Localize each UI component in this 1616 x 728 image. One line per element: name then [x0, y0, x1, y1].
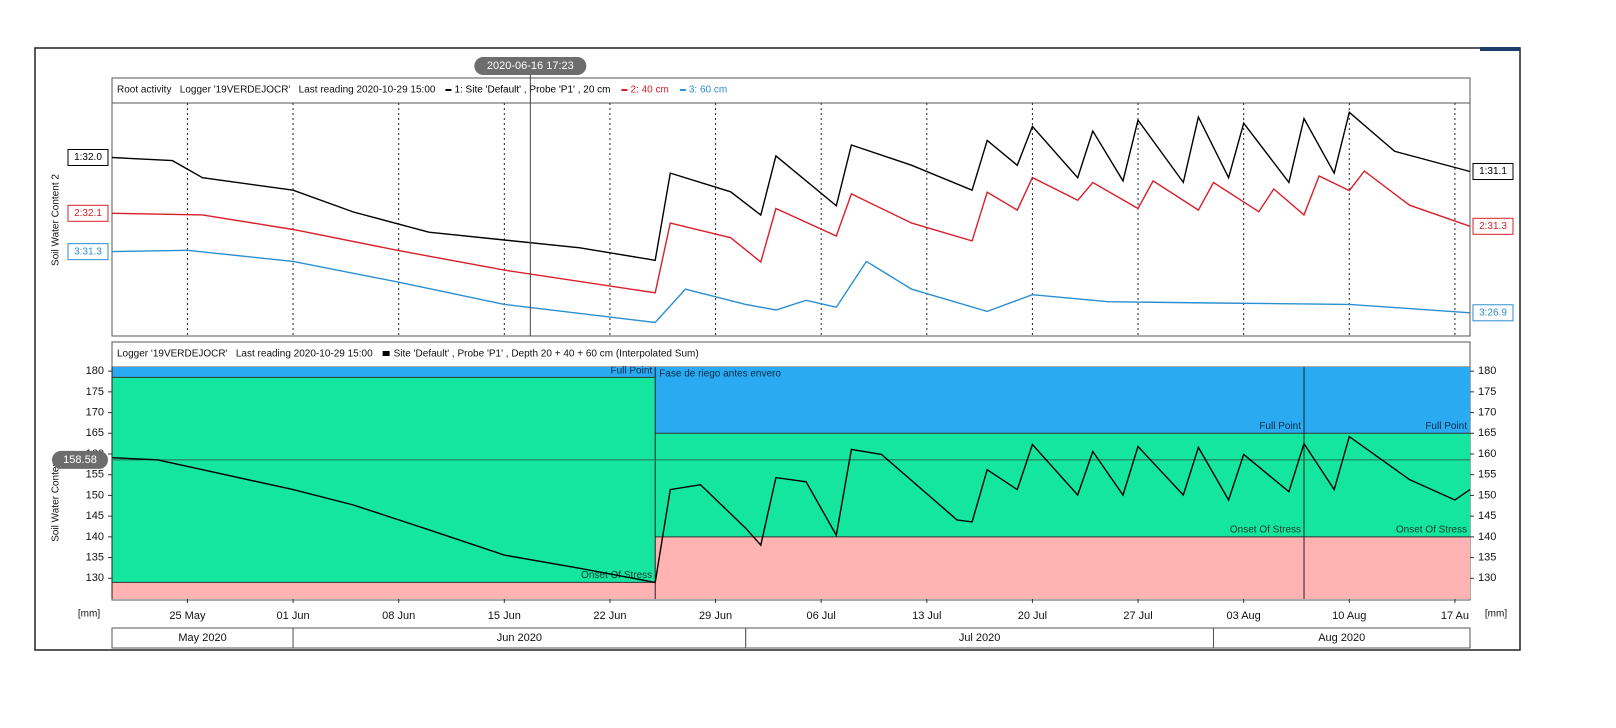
legend-entry: 2: 40 cm: [630, 85, 668, 96]
value-label: 2:31.3: [1479, 221, 1507, 232]
x-tick-label: 29 Jun: [699, 610, 732, 622]
value-label-box: [67, 243, 109, 261]
x-tick-label: 22 Jun: [593, 610, 626, 622]
x-tick-label: 06 Jul: [806, 610, 835, 622]
y-tick-label: 175: [86, 386, 104, 398]
excess-zone: [112, 367, 656, 378]
y-tick-label: 160: [1478, 448, 1496, 460]
full-label: Full Point: [1425, 421, 1467, 432]
legend-entry: 3: 60 cm: [689, 85, 727, 96]
value-label-box: [1472, 217, 1514, 235]
y-tick-label: 150: [1478, 489, 1496, 501]
value-label: 3:26.9: [1479, 307, 1507, 318]
x-tick-label: 20 Jul: [1018, 610, 1047, 622]
stress-zone: [112, 582, 656, 599]
x-tick-label: 27 Jul: [1123, 610, 1152, 622]
y-tick-label: 140: [1478, 531, 1496, 543]
value-label-box: [67, 148, 109, 166]
month-label: Jun 2020: [497, 632, 542, 644]
month-label: Aug 2020: [1318, 632, 1365, 644]
x-tick-label: 17 Au: [1441, 610, 1469, 622]
excess-zone: [1304, 367, 1470, 434]
y-tick-label: 135: [86, 551, 104, 563]
bottom-y-label: Soil Water Content: [51, 458, 62, 542]
stress-zone: [655, 536, 1305, 599]
value-label-box: [1472, 163, 1514, 181]
x-tick-label: 25 May: [169, 610, 206, 622]
y-tick-label: 180: [1478, 365, 1496, 377]
y-tick-label: 145: [1478, 510, 1496, 522]
y-unit-right: [mm]: [1485, 609, 1507, 620]
y-tick-label: 175: [1478, 386, 1496, 398]
top-panel: [111, 77, 1471, 337]
value-label: 2:32.1: [74, 208, 102, 219]
series-line: [111, 435, 1471, 584]
x-tick-label: 08 Jun: [382, 610, 415, 622]
y-tick-label: 170: [1478, 406, 1496, 418]
crosshair-value: 158.58: [63, 454, 97, 466]
x-tick-label: 03 Aug: [1227, 610, 1261, 622]
series-line: [111, 111, 1471, 262]
ok-zone: [1304, 433, 1470, 537]
value-label-box: [1472, 304, 1514, 322]
y-tick-label: 165: [1478, 427, 1496, 439]
cursor-label: 2020-06-16 17:23: [487, 60, 574, 72]
value-label-box: [67, 204, 109, 222]
ok-zone: [112, 377, 656, 583]
y-tick-label: 145: [86, 510, 104, 522]
onset-label: Onset Of Stress: [1396, 524, 1467, 535]
y-tick-label: 165: [86, 427, 104, 439]
series-line: [111, 249, 1471, 324]
y-unit-left: [mm]: [78, 609, 100, 620]
top-title: Root activity Logger '19VERDEJOCR' Last …: [117, 85, 436, 96]
crosshair-badge: [52, 450, 108, 469]
y-tick-label: 130: [86, 572, 104, 584]
legend-swatch: [382, 351, 390, 356]
month-band: [1212, 627, 1471, 649]
y-tick-label: 170: [86, 406, 104, 418]
y-tick-label: 135: [1478, 551, 1496, 563]
y-tick-label: 155: [1478, 469, 1496, 481]
legend-entry: Site 'Default' , Probe 'P1' , Depth 20 +…: [394, 349, 699, 360]
y-tick-label: 155: [86, 469, 104, 481]
excess-zone: [655, 367, 1305, 434]
y-tick-label: 130: [1478, 572, 1496, 584]
month-label: May 2020: [178, 632, 226, 644]
x-tick-label: 13 Jul: [912, 610, 941, 622]
value-label: 1:32.0: [74, 152, 102, 163]
window-accent: [1480, 47, 1520, 51]
bottom-title: Logger '19VERDEJOCR' Last reading 2020-1…: [117, 349, 373, 360]
cursor-badge: [474, 57, 587, 75]
y-tick-label: 140: [86, 531, 104, 543]
y-tick-label: 180: [86, 365, 104, 377]
value-label: 3:31.3: [74, 246, 102, 257]
full-label: Full Point: [1259, 421, 1301, 432]
month-label: Jul 2020: [959, 632, 1001, 644]
legend-entry: 1: Site 'Default' , Probe 'P1' , 20 cm: [454, 85, 610, 96]
ok-zone: [655, 433, 1305, 537]
full-label: Full Point: [611, 366, 653, 377]
stress-zone: [1304, 536, 1470, 599]
onset-label: Onset Of Stress: [1230, 524, 1301, 535]
y-tick-label: 150: [86, 489, 104, 501]
zone-name: Fase de riego antes envero: [659, 369, 781, 380]
series-line: [111, 170, 1471, 294]
x-tick-label: 15 Jun: [488, 610, 521, 622]
top-y-label: Soil Water Content 2: [51, 174, 62, 266]
x-tick-label: 10 Aug: [1332, 610, 1366, 622]
value-label: 1:31.1: [1479, 166, 1507, 177]
x-tick-label: 01 Jun: [277, 610, 310, 622]
